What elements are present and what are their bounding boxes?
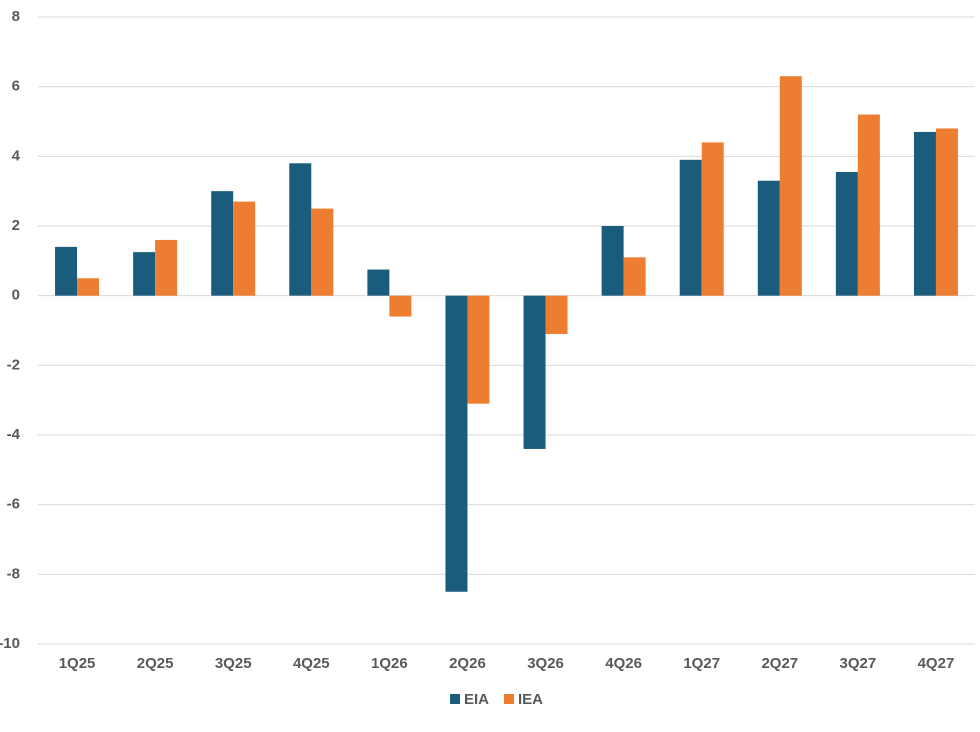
bar xyxy=(779,76,802,296)
y-tick-label: 6 xyxy=(12,78,20,95)
y-tick-label: 4 xyxy=(12,147,21,164)
y-tick-label: -4 xyxy=(7,426,21,443)
bar xyxy=(523,295,546,449)
bar xyxy=(701,142,724,296)
x-tick-label: 1Q25 xyxy=(59,655,96,672)
x-tick-label: 1Q27 xyxy=(683,655,720,672)
x-tick-label: 3Q27 xyxy=(840,655,877,672)
bar xyxy=(211,191,234,296)
x-tick-label: 2Q25 xyxy=(137,655,174,672)
bar xyxy=(835,172,858,296)
x-tick-label: 3Q26 xyxy=(527,655,564,672)
legend-label: EIA xyxy=(464,691,489,708)
bar xyxy=(623,257,646,296)
bar xyxy=(857,114,880,296)
y-tick-label: -2 xyxy=(7,356,20,373)
bar xyxy=(233,201,256,296)
bar xyxy=(311,208,334,296)
legend-swatch xyxy=(450,694,460,704)
bar xyxy=(913,131,936,296)
y-tick-label: -6 xyxy=(7,496,20,513)
y-tick-label: -8 xyxy=(7,565,20,582)
x-tick-label: 4Q26 xyxy=(605,655,642,672)
x-tick-label: 4Q27 xyxy=(918,655,955,672)
y-tick-label: 8 xyxy=(12,8,20,25)
bar xyxy=(55,246,78,296)
bar xyxy=(445,295,468,592)
x-tick-label: 1Q26 xyxy=(371,655,408,672)
bar xyxy=(77,278,100,296)
bar xyxy=(545,295,568,334)
legend-label: IEA xyxy=(518,691,543,708)
bar xyxy=(133,252,156,296)
x-tick-label: 2Q26 xyxy=(449,655,486,672)
bar xyxy=(367,269,390,296)
bar xyxy=(155,239,178,296)
y-tick-label: 2 xyxy=(12,217,20,234)
bar xyxy=(757,180,780,296)
bar xyxy=(679,159,702,296)
bar xyxy=(601,226,624,296)
bar xyxy=(467,295,490,404)
bar xyxy=(935,128,958,296)
x-tick-label: 4Q25 xyxy=(293,655,330,672)
legend-swatch xyxy=(504,694,514,704)
x-tick-label: 2Q27 xyxy=(761,655,798,672)
bar xyxy=(289,163,312,296)
bar xyxy=(389,295,412,317)
y-tick-label: -10 xyxy=(0,635,20,652)
x-tick-label: 3Q25 xyxy=(215,655,252,672)
y-tick-label: 0 xyxy=(12,287,20,304)
